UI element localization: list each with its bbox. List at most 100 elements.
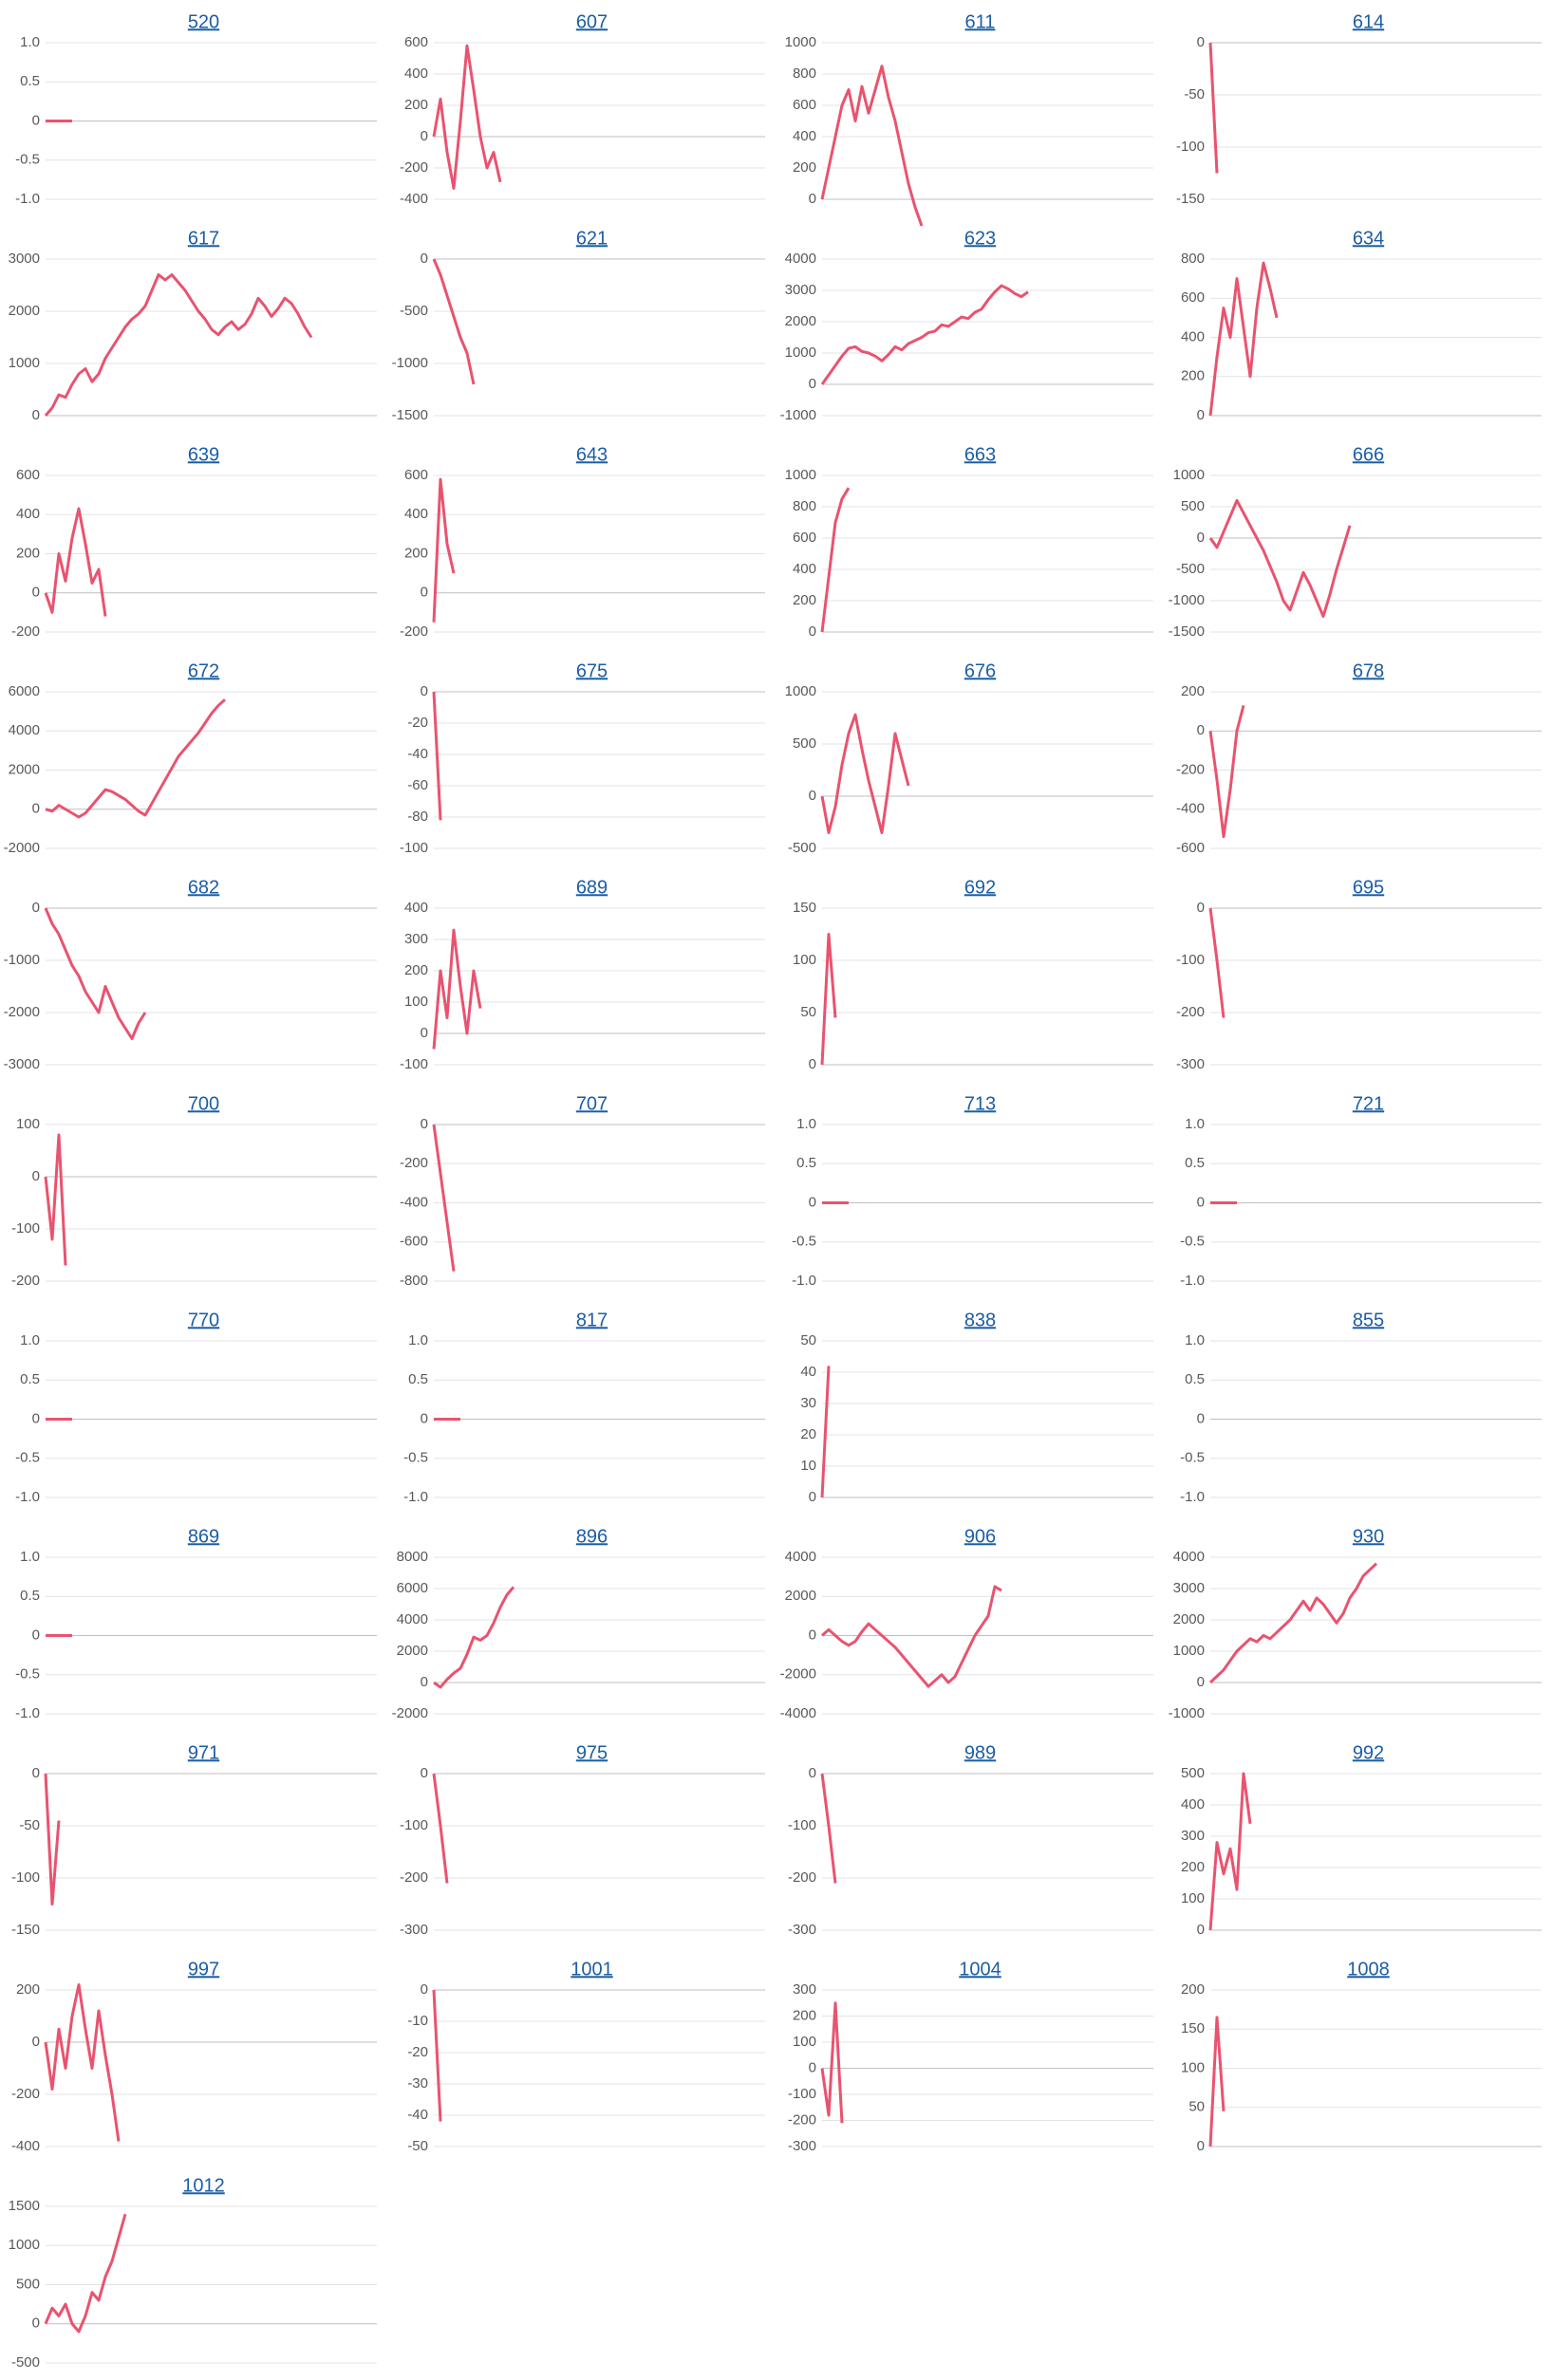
y-tick-label: -800 <box>400 1273 428 1289</box>
chart-title[interactable]: 672 <box>188 660 219 681</box>
series-line <box>1208 1772 1252 1931</box>
y-tick-label: -4000 <box>780 1705 816 1721</box>
chart-title[interactable]: 869 <box>188 1526 219 1547</box>
chart-title[interactable]: 623 <box>964 228 996 249</box>
y-tick-label: 0.5 <box>1185 1155 1205 1171</box>
chart-title[interactable]: 896 <box>576 1526 608 1547</box>
y-tick-label: 0 <box>1197 1922 1205 1938</box>
chart-title[interactable]: 855 <box>1353 1310 1384 1330</box>
chart-title[interactable]: 692 <box>964 877 996 898</box>
chart-title[interactable]: 770 <box>188 1310 219 1330</box>
series-line <box>1208 2016 1226 2148</box>
y-tick-label: -300 <box>400 1922 428 1938</box>
y-tick-label: 0 <box>421 1674 428 1690</box>
y-tick-label: -400 <box>11 2138 40 2154</box>
chart-title[interactable]: 666 <box>1353 444 1384 465</box>
series-line <box>821 1585 1002 1688</box>
y-tick-label: 50 <box>800 1332 816 1348</box>
y-tick-label: -0.5 <box>403 1450 428 1466</box>
chart-title[interactable]: 611 <box>965 11 996 32</box>
series-line <box>44 507 107 617</box>
y-tick-label: -1.0 <box>792 1273 816 1289</box>
chart-title[interactable]: 997 <box>188 1959 219 1980</box>
y-tick-label: -200 <box>400 1869 428 1886</box>
chart-title[interactable]: 689 <box>576 877 608 898</box>
chart-title[interactable]: 971 <box>188 1742 219 1763</box>
chart-title[interactable]: 682 <box>188 877 219 898</box>
chart-title[interactable]: 1004 <box>959 1959 1001 1980</box>
series-line <box>820 65 924 227</box>
y-tick-label: -400 <box>400 191 428 207</box>
y-tick-label: -100 <box>400 1817 428 1833</box>
series-line <box>44 1133 67 1266</box>
y-tick-label: 0 <box>421 128 428 144</box>
chart-title[interactable]: 621 <box>576 228 608 249</box>
y-tick-label: 1000 <box>9 2237 40 2253</box>
chart-title[interactable]: 614 <box>1353 11 1384 32</box>
chart-title[interactable]: 992 <box>1353 1742 1384 1763</box>
y-tick-label: 300 <box>1181 1828 1205 1844</box>
chart-title[interactable]: 634 <box>1353 228 1384 249</box>
chart-title[interactable]: 607 <box>576 11 608 32</box>
y-tick-label: -100 <box>1176 952 1205 968</box>
chart-title[interactable]: 930 <box>1353 1526 1384 1547</box>
chart-title[interactable]: 643 <box>576 444 608 465</box>
y-tick-label: -150 <box>11 1922 40 1938</box>
y-tick-label: 400 <box>793 561 816 577</box>
y-tick-label: -0.5 <box>15 152 40 168</box>
chart-title[interactable]: 707 <box>576 1093 608 1114</box>
y-tick-label: 800 <box>793 65 816 82</box>
y-tick-label: 40 <box>800 1364 816 1380</box>
chart-title[interactable]: 989 <box>964 1742 996 1763</box>
chart-title[interactable]: 817 <box>576 1310 608 1330</box>
y-tick-label: -100 <box>400 840 428 856</box>
y-tick-label: 0.5 <box>796 1155 816 1171</box>
y-tick-label: 200 <box>404 97 428 113</box>
y-tick-label: -0.5 <box>1180 1234 1205 1250</box>
y-tick-label: -0.5 <box>1180 1450 1205 1466</box>
y-tick-label: -2000 <box>780 1666 816 1683</box>
chart-title[interactable]: 906 <box>964 1526 996 1547</box>
y-tick-label: 2000 <box>397 1643 428 1659</box>
chart-title[interactable]: 721 <box>1353 1093 1384 1114</box>
y-tick-label: -200 <box>11 2086 40 2102</box>
y-tick-label: -1.0 <box>403 1489 428 1505</box>
y-tick-label: 0 <box>421 683 428 699</box>
chart-title[interactable]: 695 <box>1353 877 1384 898</box>
chart-title[interactable]: 713 <box>964 1093 996 1114</box>
chart-title[interactable]: 1008 <box>1347 1959 1390 1980</box>
y-tick-label: 4000 <box>397 1611 428 1627</box>
series-line <box>432 691 442 821</box>
y-tick-label: 0 <box>1197 1194 1205 1210</box>
series-line <box>1208 705 1245 839</box>
chart-title[interactable]: 676 <box>964 660 996 681</box>
series-line <box>820 713 910 834</box>
chart-title[interactable]: 639 <box>188 444 219 465</box>
y-tick-label: 0.5 <box>1185 1371 1205 1387</box>
chart-title[interactable]: 520 <box>188 11 219 32</box>
chart-title[interactable]: 838 <box>964 1310 996 1330</box>
y-tick-label: -500 <box>788 840 816 856</box>
chart-title[interactable]: 975 <box>576 1742 608 1763</box>
chart-title[interactable]: 675 <box>576 660 608 681</box>
y-tick-label: 2000 <box>9 761 40 777</box>
y-tick-label: 0.5 <box>20 1588 40 1604</box>
y-tick-label: 0 <box>1197 1410 1205 1426</box>
chart-title[interactable]: 1001 <box>571 1959 613 1980</box>
y-tick-label: 2000 <box>1173 1611 1205 1627</box>
chart-title[interactable]: 700 <box>188 1093 219 1114</box>
chart-title[interactable]: 1012 <box>182 2175 225 2196</box>
y-tick-label: 800 <box>1181 251 1205 267</box>
y-tick-label: -50 <box>407 2138 428 2154</box>
y-tick-label: 4000 <box>1173 1549 1205 1565</box>
y-tick-label: -200 <box>788 1869 816 1886</box>
chart-title[interactable]: 663 <box>964 444 996 465</box>
y-tick-label: -200 <box>788 2111 816 2128</box>
y-tick-label: 600 <box>1181 289 1205 306</box>
chart-title[interactable]: 617 <box>188 228 219 249</box>
chart-title[interactable]: 678 <box>1353 660 1384 681</box>
y-tick-label: -0.5 <box>792 1234 816 1250</box>
y-tick-label: 0 <box>809 376 816 392</box>
y-tick-label: 1000 <box>1173 1643 1205 1659</box>
